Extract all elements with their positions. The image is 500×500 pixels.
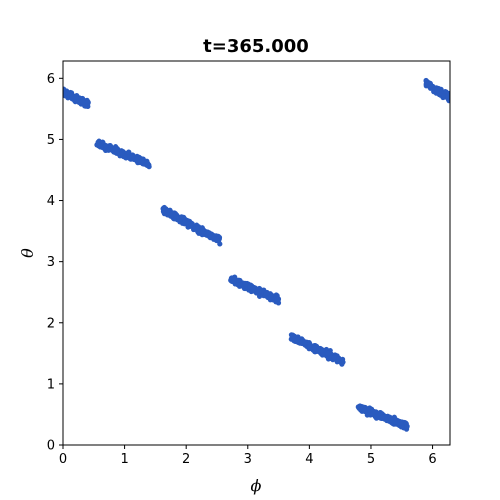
y-tick-label: 6 [47,72,55,87]
scatter-point [112,146,118,152]
scatter-point [290,336,296,342]
x-axis-label: ϕ [251,476,262,495]
scatter-point [144,159,150,165]
x-tick-label: 4 [305,452,313,467]
scatter-point [263,290,269,297]
x-axis: 0 1 2 3 4 5 6 [59,445,437,467]
scatter-point [72,94,79,100]
x-tick-label: 3 [244,452,252,467]
scatter-point [129,155,135,161]
scatter-point [379,414,386,420]
scatter-point [311,348,318,354]
y-tick-label: 0 [47,439,55,454]
scatter-point [194,225,200,232]
scatter-point [114,150,120,156]
scatter-point [207,234,213,240]
scatter-point [178,214,185,220]
x-tick-label: 6 [428,452,436,467]
y-tick-label: 4 [47,194,55,209]
scatter-point [388,417,394,423]
scatter-point [105,147,112,153]
scatter-point [67,91,73,97]
scatter-point [320,348,326,354]
scatter-point [434,87,440,93]
y-axis-label: θ [18,248,37,258]
scatter-point [242,281,249,287]
scatter-point [205,229,211,235]
scatter-point [231,278,237,285]
scatter-point [306,344,313,350]
scatter-point [441,92,447,99]
y-tick-label: 1 [47,377,55,392]
chart-title: t=365.000 [203,36,309,57]
scatter-point [247,284,253,290]
scatter-point [237,281,243,288]
scatter-point [334,359,340,365]
scatter-point [181,219,188,225]
scatter-point [236,277,242,283]
y-tick-label: 3 [47,255,55,270]
scatter-point [80,99,87,105]
x-tick-label: 1 [120,452,128,467]
plot-frame [62,60,451,446]
y-axis: 0 1 2 3 4 5 6 [47,72,63,454]
scatter-points [63,77,450,432]
scatter-point [340,359,346,365]
scatter-point [361,407,367,414]
scatter-point [445,93,450,99]
scatter-point [139,158,145,164]
scatter-point [161,204,167,211]
scatter-point [369,411,376,417]
scatter-point [398,420,404,426]
scatter-point [268,294,274,300]
scatter-point [94,142,100,148]
scatter-point [331,354,337,361]
scatter-point [325,350,331,356]
scatter-point [103,143,109,149]
scatter-point [118,151,124,158]
y-tick-label: 2 [47,316,55,331]
scatter-point [392,419,398,425]
scatter-point [294,337,300,343]
scatter-point [250,287,257,293]
scatter-point [275,296,282,302]
y-tick-label: 5 [47,133,55,148]
scatter-point [185,224,191,230]
scatter-point [168,213,174,219]
scatter-point [165,208,171,214]
x-tick-label: 2 [182,452,190,467]
scatter-point [255,290,261,296]
scatter-point [199,225,205,231]
scatter-point [211,235,217,241]
x-tick-label: 0 [59,452,67,467]
scatter-point [63,88,67,94]
scatter-point [134,156,140,162]
scatter-point [427,83,434,89]
x-tick-label: 5 [367,452,375,467]
scatter-point [319,352,326,358]
scatter-point [404,423,410,429]
